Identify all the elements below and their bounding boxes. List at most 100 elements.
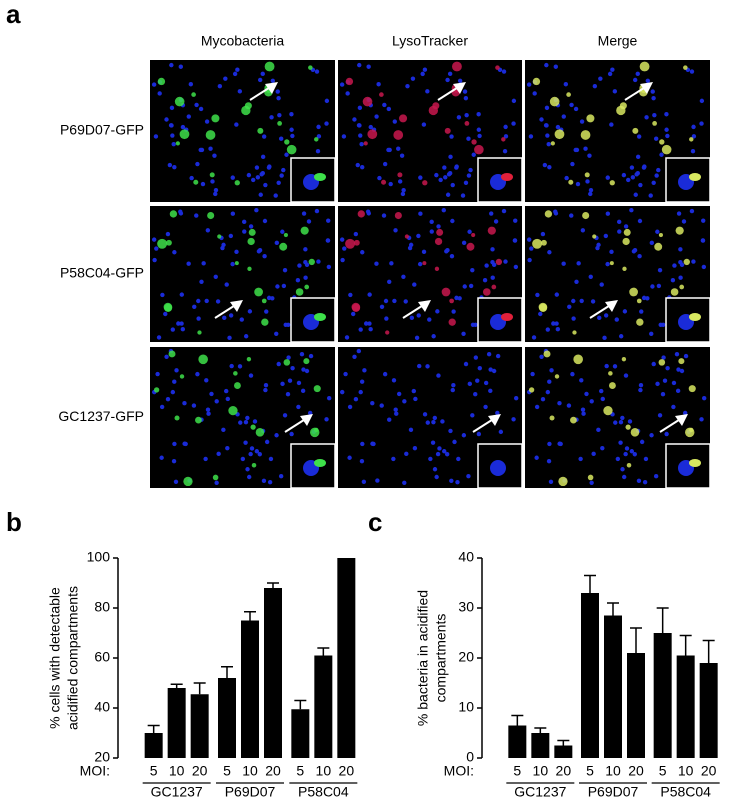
nucleus bbox=[214, 399, 219, 404]
nucleus bbox=[418, 175, 423, 180]
nucleus bbox=[632, 452, 637, 457]
nucleus bbox=[588, 191, 593, 197]
group-label: P69D07 bbox=[225, 784, 276, 800]
nucleus bbox=[167, 162, 173, 168]
bacteria bbox=[570, 416, 577, 424]
nucleus bbox=[391, 378, 397, 383]
nucleus bbox=[598, 76, 603, 81]
nucleus bbox=[212, 153, 217, 158]
nucleus bbox=[493, 219, 499, 224]
nucleus bbox=[248, 373, 254, 378]
nucleus bbox=[639, 309, 644, 314]
bacteria bbox=[284, 139, 290, 145]
nucleus bbox=[571, 298, 576, 304]
nucleus bbox=[429, 229, 434, 234]
bar bbox=[337, 558, 356, 758]
nucleus bbox=[476, 112, 481, 117]
bacteria bbox=[174, 96, 185, 107]
nucleus bbox=[566, 403, 572, 408]
nucleus bbox=[230, 175, 235, 180]
nucleus bbox=[314, 69, 320, 74]
nucleus bbox=[603, 313, 609, 318]
nucleus bbox=[650, 284, 655, 289]
x-prefix: MOI: bbox=[444, 763, 474, 779]
bacteria bbox=[586, 114, 595, 123]
nucleus bbox=[194, 102, 199, 108]
bacteria bbox=[630, 428, 640, 437]
nucleus bbox=[545, 389, 551, 395]
nucleus bbox=[172, 250, 177, 255]
bacteria bbox=[234, 382, 241, 390]
nucleus bbox=[401, 274, 406, 279]
bacteria bbox=[233, 371, 238, 376]
nucleus bbox=[486, 352, 492, 357]
nucleus bbox=[180, 327, 186, 332]
bacteria bbox=[179, 374, 185, 379]
nucleus bbox=[622, 309, 628, 314]
nucleus bbox=[217, 83, 223, 89]
nucleus bbox=[596, 427, 601, 433]
nucleus bbox=[171, 458, 177, 464]
nucleus bbox=[526, 82, 532, 87]
nucleus bbox=[383, 298, 389, 304]
bacteria bbox=[157, 77, 166, 86]
nucleus bbox=[268, 456, 274, 462]
bacteria bbox=[661, 144, 672, 155]
bacteria bbox=[622, 237, 630, 246]
nucleus bbox=[360, 164, 365, 170]
nucleus bbox=[570, 161, 575, 167]
nucleus bbox=[230, 261, 235, 267]
nucleus bbox=[600, 445, 605, 451]
nucleus bbox=[448, 428, 453, 434]
nucleus bbox=[258, 192, 263, 197]
nucleus bbox=[477, 365, 483, 371]
nucleus bbox=[366, 211, 371, 216]
nucleus bbox=[452, 439, 457, 445]
nucleus bbox=[427, 317, 432, 322]
nucleus bbox=[467, 381, 473, 387]
nucleus bbox=[191, 403, 197, 408]
bacteria bbox=[652, 121, 657, 126]
nucleus bbox=[411, 388, 417, 394]
nucleus bbox=[438, 177, 443, 183]
bacteria bbox=[582, 211, 590, 220]
nucleus bbox=[280, 381, 285, 387]
nucleus bbox=[609, 122, 614, 127]
nucleus bbox=[287, 378, 293, 383]
nucleus bbox=[470, 267, 475, 273]
nucleus bbox=[252, 419, 258, 424]
nucleus bbox=[435, 309, 440, 314]
nucleus bbox=[186, 114, 191, 119]
nucleus bbox=[535, 292, 540, 298]
bacteria bbox=[345, 77, 354, 86]
nucleus bbox=[450, 218, 455, 224]
nucleus bbox=[503, 124, 508, 130]
bacteria bbox=[683, 258, 690, 266]
nucleus bbox=[701, 395, 707, 401]
column-title: LysoTracker bbox=[392, 33, 468, 49]
nucleus bbox=[678, 275, 683, 280]
nucleus bbox=[678, 260, 683, 265]
nucleus bbox=[475, 378, 480, 383]
nucleus bbox=[234, 249, 239, 255]
nucleus bbox=[561, 114, 566, 119]
nucleus bbox=[303, 275, 308, 280]
nucleus bbox=[579, 378, 584, 383]
bar bbox=[581, 593, 599, 758]
nucleus bbox=[553, 211, 559, 216]
bacteria bbox=[434, 266, 440, 271]
nucleus bbox=[699, 121, 704, 126]
nucleus bbox=[683, 353, 689, 359]
bacteria bbox=[550, 141, 555, 146]
nucleus bbox=[341, 134, 347, 139]
bacteria bbox=[532, 238, 543, 249]
bacteria bbox=[399, 114, 408, 123]
nucleus bbox=[549, 368, 554, 373]
bacteria bbox=[554, 129, 565, 140]
nucleus bbox=[195, 371, 200, 377]
bacteria bbox=[501, 137, 506, 142]
x-tick-label: 20 bbox=[265, 763, 281, 779]
nucleus bbox=[542, 162, 548, 168]
bacteria bbox=[166, 239, 172, 246]
nucleus bbox=[554, 321, 559, 326]
